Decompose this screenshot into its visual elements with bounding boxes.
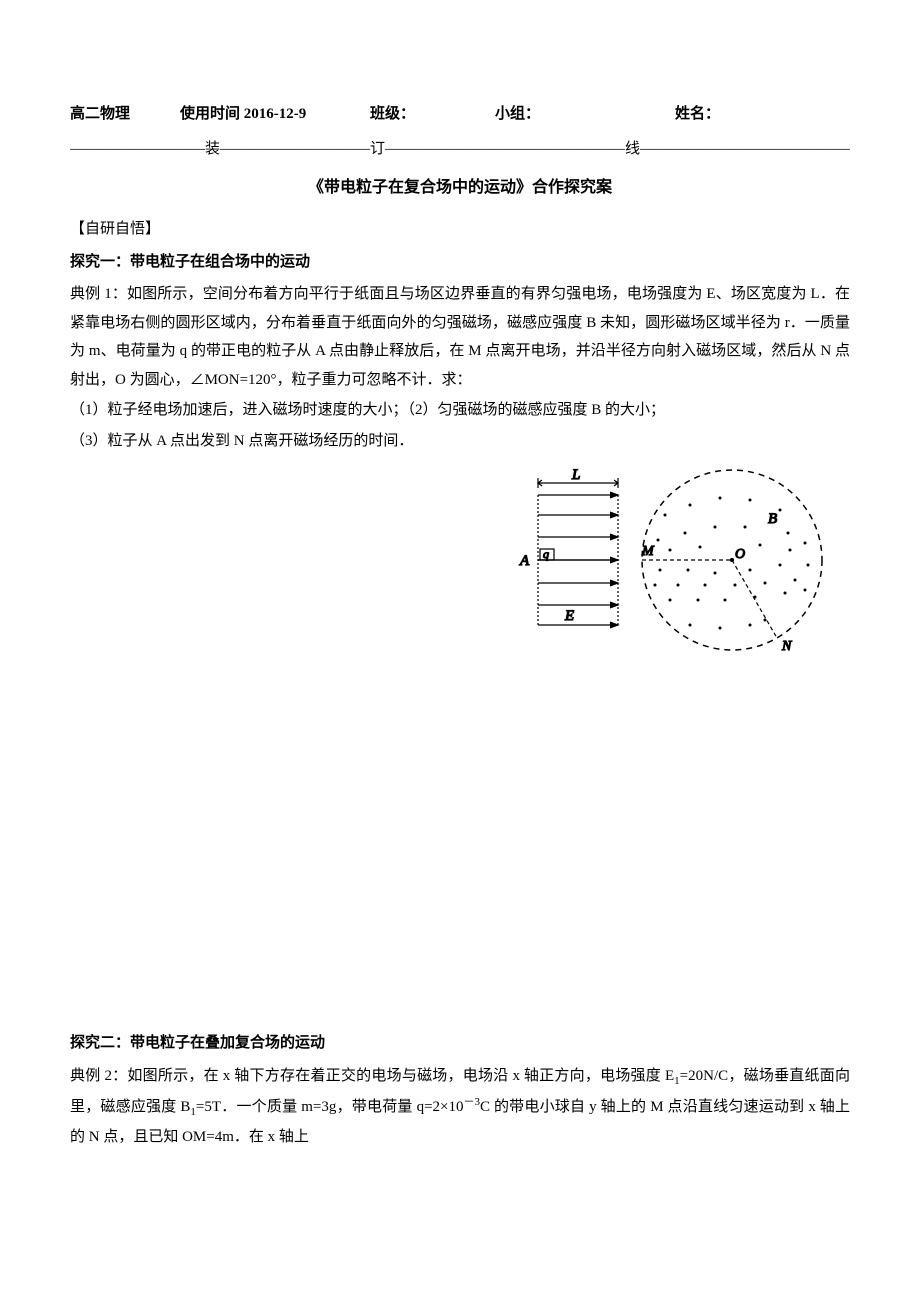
subject-label: 高二物理 xyxy=(70,100,180,129)
label-q: q xyxy=(543,547,549,561)
example2-pre: 如图所示，在 x 轴下方存在着正交的电场与磁场，电场沿 x 轴正方向，电场强度 … xyxy=(127,1068,674,1084)
exp: －3 xyxy=(464,1096,481,1108)
q2: （2）匀强磁场的磁感应强度 B 的大小； xyxy=(408,402,666,418)
figure1-wrap: L A q E xyxy=(70,465,850,655)
label-O: O xyxy=(735,547,745,562)
example1-questions: （1）粒子经电场加速后，进入磁场时速度的大小；（2）匀强磁场的磁感应强度 B 的… xyxy=(70,396,850,425)
example1-label: 典例 1： xyxy=(70,286,127,302)
label-M: M xyxy=(641,544,655,559)
figure1-diagram: L A q E xyxy=(510,465,850,655)
label-B: B xyxy=(768,511,777,527)
example2-body: 典例 2：如图所示，在 x 轴下方存在着正交的电场与磁场，电场沿 x 轴正方向，… xyxy=(70,1062,850,1151)
section1-label: 【自研自悟】 xyxy=(70,215,850,244)
class-label: 班级： xyxy=(370,100,495,129)
name-label: 姓名： xyxy=(675,100,720,129)
inquiry1-title: 探究一：带电粒子在组合场中的运动 xyxy=(70,248,850,277)
label-E: E xyxy=(564,608,574,624)
label-N: N xyxy=(781,639,792,654)
q3: （3）粒子从 A 点出发到 N 点离开磁场经历的时间． xyxy=(70,433,413,449)
q1: （1）粒子经电场加速后，进入磁场时速度的大小； xyxy=(70,402,408,418)
group-label: 小组： xyxy=(495,100,675,129)
example2-label: 典例 2： xyxy=(70,1068,127,1084)
label-A: A xyxy=(519,553,530,569)
example1-text: 如图所示，空间分布着方向平行于纸面且与场区边界垂直的有界匀强电场，电场强度为 E… xyxy=(70,286,850,388)
divider-line: —————————装——————————订————————————————线——… xyxy=(70,135,850,164)
page-title: 《带电粒子在复合场中的运动》合作探究案 xyxy=(70,173,850,203)
q3-line: （3）粒子从 A 点出发到 N 点离开磁场经历的时间． xyxy=(70,427,850,456)
label-L: L xyxy=(571,467,580,483)
example2-mid2: =5T．一个质量 m=3g，带电荷量 q=2×10 xyxy=(196,1099,464,1115)
date-label: 使用时间 2016-12-9 xyxy=(180,100,370,129)
example1-body: 典例 1：如图所示，空间分布着方向平行于纸面且与场区边界垂直的有界匀强电场，电场… xyxy=(70,280,850,394)
header-row: 高二物理 使用时间 2016-12-9 班级： 小组： 姓名： xyxy=(70,100,850,129)
inquiry2-title: 探究二：带电粒子在叠加复合场的运动 xyxy=(70,1029,850,1058)
blank-space xyxy=(70,675,850,1025)
